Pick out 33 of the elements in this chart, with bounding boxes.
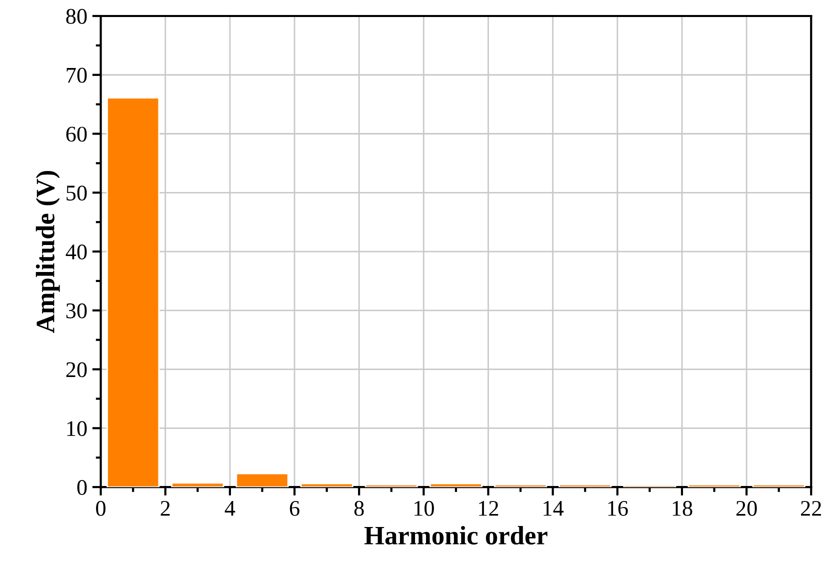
- x-tick-label: 10: [414, 500, 434, 516]
- x-tick-label: 4: [224, 501, 236, 516]
- bar: [429, 482, 482, 488]
- y-tick-label: 0: [77, 480, 87, 495]
- x-tick-label: 2: [160, 500, 170, 516]
- bar: [236, 472, 289, 488]
- bar: [364, 484, 418, 488]
- y-tick-label: 10: [67, 421, 87, 436]
- y-tick-label: 20: [66, 362, 87, 378]
- x-tick-label: 6: [290, 500, 300, 516]
- x-tick-label: 8: [354, 500, 364, 516]
- x-tick-label: 14: [544, 501, 564, 516]
- bar: [752, 484, 806, 488]
- bar: [494, 484, 548, 488]
- x-axis-title: Harmonic order: [364, 526, 548, 545]
- x-tick-label: 20: [736, 500, 757, 516]
- y-tick-label: 50: [66, 186, 87, 201]
- y-tick-label: 30: [66, 303, 87, 318]
- x-tick-label: 18: [672, 500, 692, 516]
- bar: [688, 484, 741, 488]
- bar: [558, 484, 612, 488]
- x-tick-label: 22: [800, 500, 822, 516]
- y-axis-title: Amplitude (V): [36, 170, 60, 333]
- bar: [300, 482, 354, 488]
- bar: [171, 482, 224, 488]
- y-tick-label: 80: [66, 8, 87, 24]
- y-tick-label: 60: [66, 126, 87, 142]
- bar: [106, 97, 160, 488]
- x-tick-label: 12: [479, 500, 498, 516]
- x-tick-label: 16: [608, 500, 628, 516]
- x-tick-label: 0: [96, 500, 106, 516]
- y-tick-label: 40: [66, 244, 87, 260]
- y-tick-label: 70: [66, 68, 87, 83]
